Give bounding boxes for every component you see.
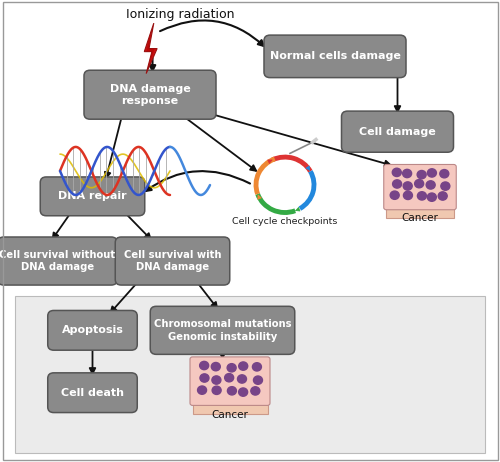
Circle shape xyxy=(227,364,236,372)
Circle shape xyxy=(440,170,449,178)
Polygon shape xyxy=(144,23,157,73)
Circle shape xyxy=(390,191,399,200)
Circle shape xyxy=(414,180,424,188)
FancyBboxPatch shape xyxy=(15,296,485,453)
Circle shape xyxy=(417,170,426,179)
FancyBboxPatch shape xyxy=(115,237,230,285)
Circle shape xyxy=(212,376,221,384)
Circle shape xyxy=(428,169,436,177)
Text: Cancer: Cancer xyxy=(402,213,438,223)
Polygon shape xyxy=(146,30,155,67)
Text: Cell cycle checkpoints: Cell cycle checkpoints xyxy=(232,217,338,226)
Circle shape xyxy=(251,387,260,395)
FancyBboxPatch shape xyxy=(0,237,117,285)
Text: Cell death: Cell death xyxy=(61,388,124,398)
Circle shape xyxy=(224,374,234,382)
Text: Chromosomal mutations
Genomic instability: Chromosomal mutations Genomic instabilit… xyxy=(154,319,291,341)
FancyBboxPatch shape xyxy=(150,306,295,354)
Circle shape xyxy=(403,182,412,190)
Circle shape xyxy=(426,181,435,189)
Circle shape xyxy=(212,363,220,371)
Text: DNA damage
response: DNA damage response xyxy=(110,84,190,106)
FancyBboxPatch shape xyxy=(192,403,268,414)
Circle shape xyxy=(228,387,236,395)
Circle shape xyxy=(392,168,402,176)
Text: Cell survival without
DNA damage: Cell survival without DNA damage xyxy=(0,250,116,272)
FancyBboxPatch shape xyxy=(386,207,454,218)
Circle shape xyxy=(254,376,262,384)
Circle shape xyxy=(428,193,436,201)
Circle shape xyxy=(441,182,450,190)
Text: Ionizing radiation: Ionizing radiation xyxy=(126,8,234,21)
Text: Cell damage: Cell damage xyxy=(359,127,436,137)
Text: Normal cells damage: Normal cells damage xyxy=(270,51,400,61)
Text: DNA repair: DNA repair xyxy=(58,191,127,201)
Text: Apoptosis: Apoptosis xyxy=(62,325,124,335)
FancyBboxPatch shape xyxy=(264,35,406,78)
FancyBboxPatch shape xyxy=(190,357,270,406)
Circle shape xyxy=(238,375,246,383)
Text: Cancer: Cancer xyxy=(212,410,248,420)
FancyBboxPatch shape xyxy=(342,111,454,152)
FancyBboxPatch shape xyxy=(48,373,137,413)
Circle shape xyxy=(200,361,208,370)
Circle shape xyxy=(252,363,262,371)
Circle shape xyxy=(200,374,209,382)
FancyBboxPatch shape xyxy=(48,310,137,350)
FancyBboxPatch shape xyxy=(40,177,145,216)
Circle shape xyxy=(418,192,426,200)
Circle shape xyxy=(238,388,248,396)
Circle shape xyxy=(402,170,411,178)
FancyBboxPatch shape xyxy=(84,70,216,119)
Circle shape xyxy=(404,191,412,200)
Circle shape xyxy=(212,386,221,395)
Circle shape xyxy=(198,386,206,394)
Circle shape xyxy=(392,180,402,188)
Text: Cell survival with
DNA damage: Cell survival with DNA damage xyxy=(124,250,221,272)
FancyBboxPatch shape xyxy=(384,164,456,210)
Circle shape xyxy=(238,362,248,370)
Circle shape xyxy=(438,192,447,200)
